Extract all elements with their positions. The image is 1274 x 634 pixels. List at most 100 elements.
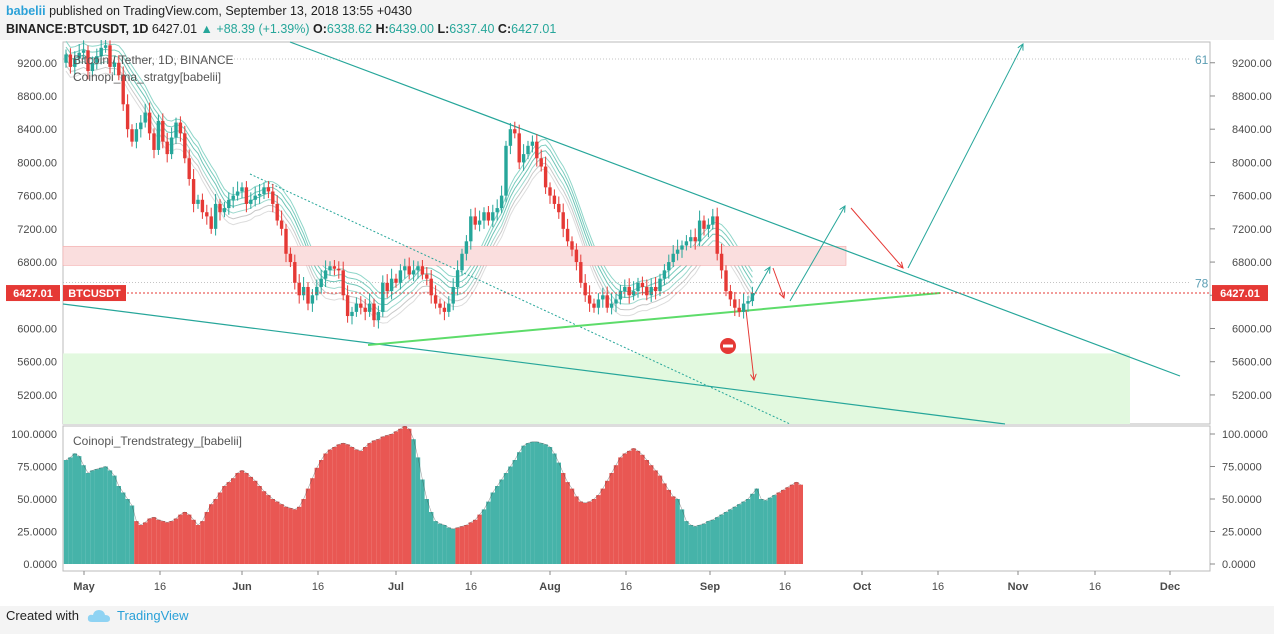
ascending-support-line[interactable] xyxy=(367,292,941,346)
candle-body xyxy=(139,122,143,130)
indicator-bar xyxy=(609,473,614,564)
candle-body xyxy=(117,62,121,76)
candle-body xyxy=(636,282,640,292)
indicator-bar xyxy=(442,525,447,564)
indicator-bar xyxy=(605,480,610,564)
candle-body xyxy=(306,286,310,304)
change-value: +88.39 (+1.39%) xyxy=(216,22,310,36)
indicator-tick-label: 75.0000 xyxy=(1222,462,1262,474)
x-tick-label: 16 xyxy=(1089,581,1101,593)
candle-body xyxy=(262,187,266,194)
candle-body xyxy=(165,141,169,155)
x-tick-label: 16 xyxy=(779,581,791,593)
indicator-bar xyxy=(244,473,249,564)
candle-body xyxy=(381,282,385,312)
candle-body xyxy=(561,212,565,229)
open-label: O: xyxy=(313,22,327,36)
candle-body xyxy=(130,129,134,142)
candle-body xyxy=(253,195,257,200)
indicator-bar xyxy=(68,457,73,564)
indicator-bar xyxy=(169,521,174,564)
x-tick-label: Oct xyxy=(853,581,872,593)
indicator-bar xyxy=(204,512,209,564)
chart-area[interactable]: 61 78 Bitcoin / Tether, 1D, BINANCE Coino… xyxy=(0,40,1274,606)
candle-body xyxy=(363,307,367,312)
candle-body xyxy=(372,303,376,321)
candle-body xyxy=(548,187,552,196)
indicator-bar xyxy=(239,470,245,564)
indicator-bar xyxy=(657,475,663,564)
candle-body xyxy=(64,54,68,63)
candle-body xyxy=(508,129,513,146)
candle-body xyxy=(605,295,609,308)
descending-trendline-lower[interactable] xyxy=(62,303,1006,425)
candle-body xyxy=(240,187,244,192)
indicator-bar xyxy=(107,470,113,564)
x-tick-label: May xyxy=(73,581,95,593)
indicator-bar xyxy=(257,486,262,564)
candle-body xyxy=(367,303,372,312)
indicator-bar xyxy=(231,478,236,564)
descending-trendline-upper[interactable] xyxy=(289,41,1181,377)
candle-body xyxy=(394,278,398,283)
chart-title: Bitcoin / Tether, 1D, BINANCE xyxy=(73,53,234,67)
candle-body xyxy=(724,270,728,292)
indicator-bar xyxy=(613,465,619,564)
indicator-bar xyxy=(600,488,605,564)
indicator-bar xyxy=(455,527,460,564)
arrow-down-mid[interactable] xyxy=(850,207,903,268)
author-name[interactable]: babelii xyxy=(6,4,46,18)
indicator-bar xyxy=(715,517,720,564)
indicator-bar xyxy=(85,473,91,564)
x-tick-label: Sep xyxy=(700,581,720,593)
indicator-bar xyxy=(631,448,636,564)
arrow-down-scenario[interactable] xyxy=(745,309,754,380)
indicator-bar xyxy=(103,466,108,564)
indicator-bar xyxy=(508,466,513,564)
candle-body xyxy=(623,286,627,292)
indicator-bar xyxy=(151,517,157,564)
tradingview-link[interactable]: TradingView xyxy=(87,608,189,623)
indicator-bar xyxy=(182,512,187,564)
candle-body xyxy=(455,270,460,287)
indicator-bar xyxy=(477,514,482,564)
indicator-bar xyxy=(138,525,143,564)
candle-body xyxy=(284,228,288,254)
trendlines xyxy=(62,41,1181,425)
candle-body xyxy=(530,141,535,146)
candle-body xyxy=(640,282,645,287)
indicator-axis-right: 100.0000 75.0000 50.0000 25.0000 0.0000 xyxy=(1210,429,1268,571)
indicator-bar xyxy=(209,504,214,564)
indicator-bar xyxy=(319,460,324,564)
ma-band-line xyxy=(65,65,753,318)
dotted-trendline[interactable] xyxy=(249,173,791,425)
x-tick-label: 16 xyxy=(312,581,324,593)
indicator-bar xyxy=(77,456,82,564)
up-arrow-icon: ▲ xyxy=(200,22,213,36)
arrow-up-mid[interactable] xyxy=(789,206,845,302)
y-tick-label: 9200.00 xyxy=(17,58,57,70)
indicator-bar xyxy=(763,500,768,564)
candle-body xyxy=(231,195,235,200)
candle-body xyxy=(420,266,425,275)
candle-body xyxy=(108,45,112,67)
candle-body xyxy=(491,212,495,221)
indicator-bar xyxy=(222,486,227,564)
ma-indicator-label: Coinopi_ma_stratgy[babelii] xyxy=(73,70,221,84)
candle-body xyxy=(631,291,636,296)
fib-label: 78 xyxy=(1195,276,1209,290)
arrow-up-small[interactable] xyxy=(749,267,770,303)
close-value: 6427.01 xyxy=(511,22,557,36)
candle-body xyxy=(288,253,293,263)
arrow-down-small[interactable] xyxy=(772,267,784,298)
price-tag-left xyxy=(6,285,60,302)
candle-body xyxy=(407,266,411,275)
candle-body xyxy=(513,129,517,134)
indicator-bar xyxy=(776,492,781,564)
candle-body xyxy=(134,129,139,142)
candle-body xyxy=(244,187,249,204)
fib-label: 61 xyxy=(1195,53,1209,67)
candle-body xyxy=(711,216,715,225)
arrow-up-big[interactable] xyxy=(907,44,1023,269)
y-tick-label: 6000.00 xyxy=(1232,324,1272,336)
